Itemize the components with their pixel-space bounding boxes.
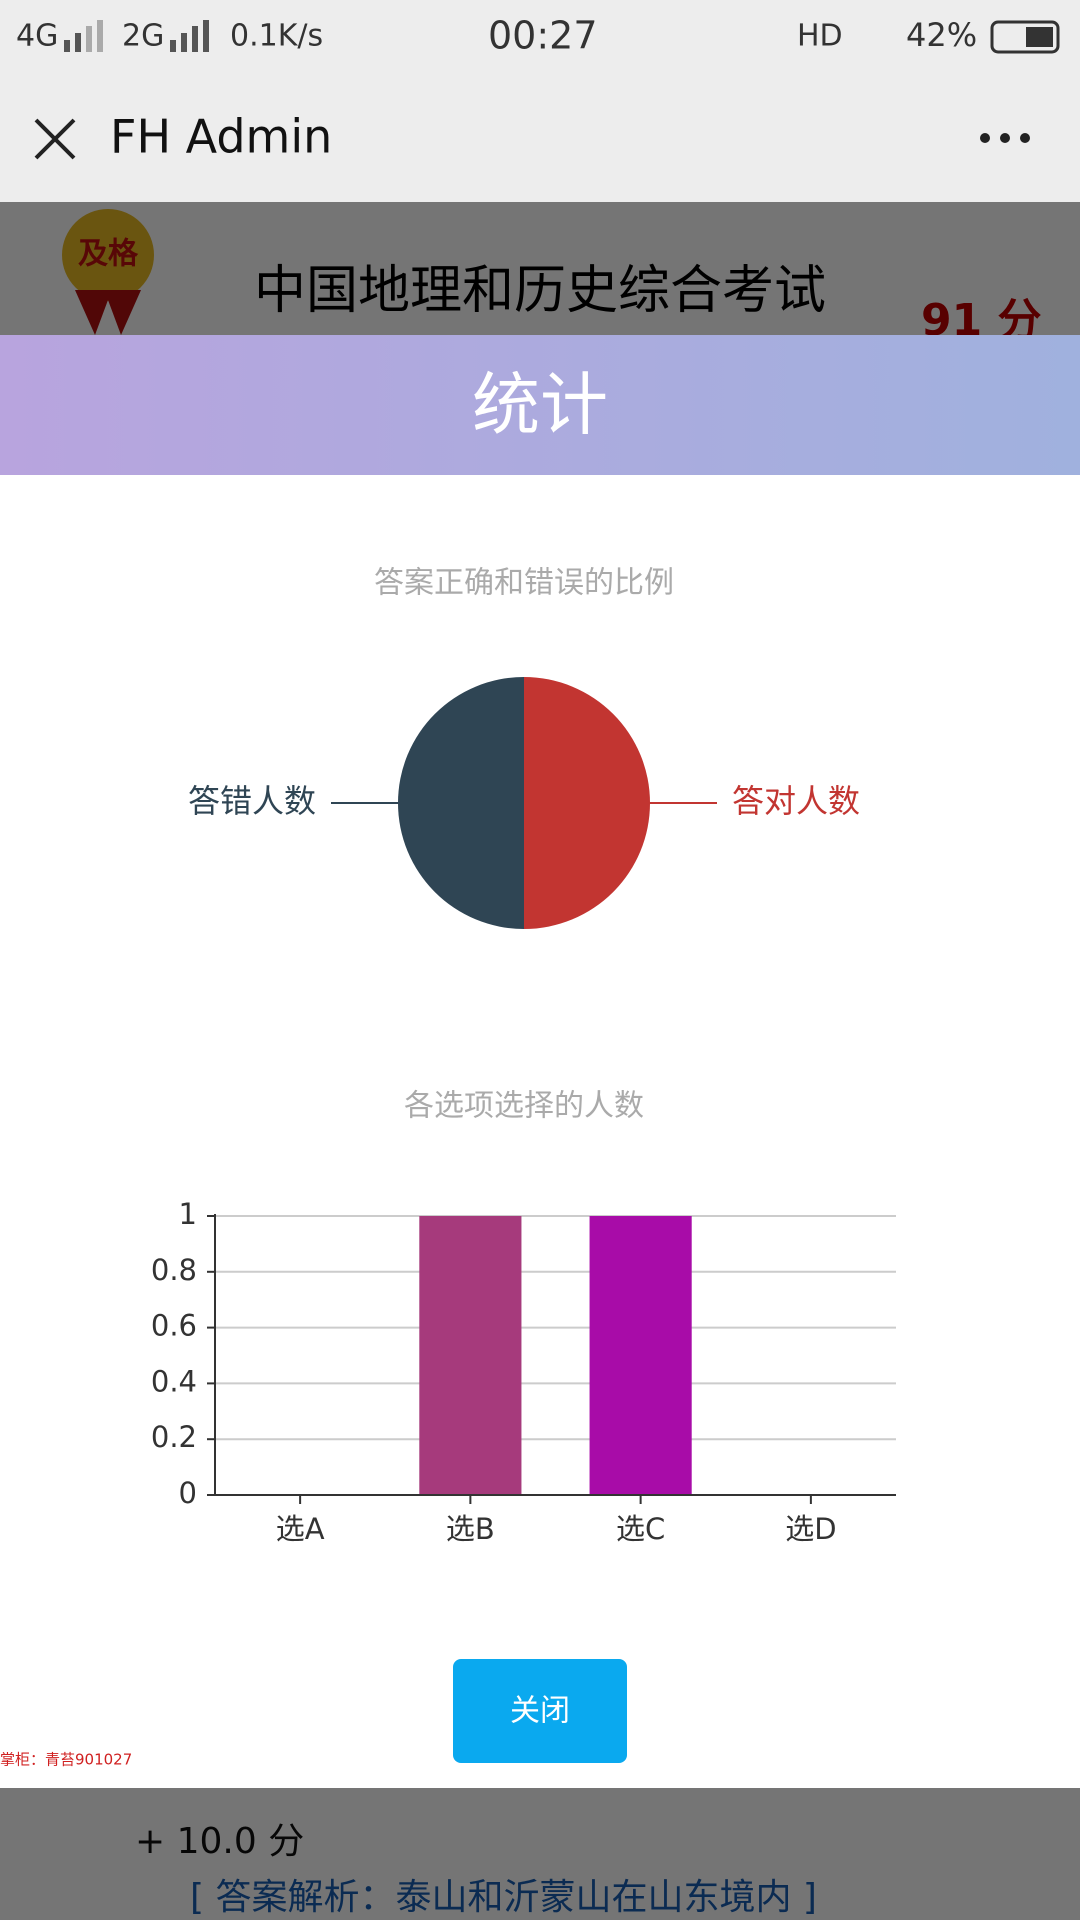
battery-level: 42% <box>906 16 977 54</box>
top-bar <box>0 0 1080 202</box>
y-tick-label: 0.8 <box>151 1253 197 1287</box>
x-tick-label: 选A <box>276 1512 325 1546</box>
more-icon[interactable] <box>980 133 1030 143</box>
chart-title: 答案正确和错误的比例 <box>374 566 674 601</box>
close-button-text[interactable]: 关闭 <box>510 1694 570 1729</box>
signal <box>170 20 209 52</box>
modal-header <box>0 335 1080 475</box>
close-icon[interactable] <box>34 118 76 160</box>
pie-slice <box>524 677 650 929</box>
hd: HD <box>797 19 843 54</box>
y-tick-label: 0.4 <box>151 1364 197 1398</box>
modal-title: 统计 <box>472 367 608 446</box>
x-tick-label: 选B <box>446 1512 495 1546</box>
signal <box>64 20 103 52</box>
battery <box>990 20 1060 54</box>
y-tick-label: 1 <box>179 1197 197 1231</box>
nav-title: FH Admin <box>110 110 332 164</box>
close-button[interactable] <box>453 1659 627 1763</box>
bar <box>419 1216 522 1495</box>
modal-body <box>0 475 1080 1788</box>
y-tick-label: 0 <box>179 1476 197 1510</box>
network: 4G <box>16 19 58 54</box>
pie-slice <box>398 677 524 929</box>
chart-title: 各选项选择的人数 <box>404 1089 644 1124</box>
battery-fill <box>1026 27 1053 47</box>
y-tick-label: 0.2 <box>151 1420 197 1454</box>
bar <box>589 1216 692 1495</box>
y-tick-label: 0.6 <box>151 1309 197 1343</box>
x-tick-label: 选C <box>616 1512 665 1546</box>
watermark: 掌柜：青苔901027 <box>0 1751 132 1769</box>
speed: 0.1K/s <box>230 19 323 54</box>
pie-label: 答对人数 <box>732 782 860 820</box>
pie-label: 答错人数 <box>188 782 316 820</box>
clock: 00:27 <box>488 14 598 58</box>
network: 2G <box>122 19 164 54</box>
x-tick-label: 选D <box>785 1512 836 1546</box>
